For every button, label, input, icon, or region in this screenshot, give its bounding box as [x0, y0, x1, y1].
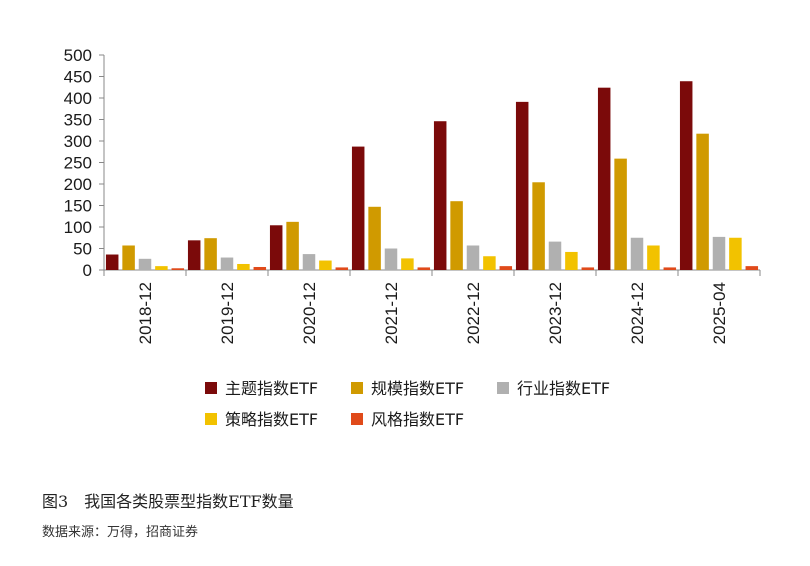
legend-item: 规模指数ETF [351, 379, 464, 398]
legend-label: 风格指数ETF [371, 410, 464, 429]
bar-2019-12-规模指数ETF [204, 238, 217, 270]
legend-label: 策略指数ETF [225, 410, 318, 429]
y-tick-label: 300 [64, 132, 92, 151]
x-tick-label: 2019-12 [218, 282, 237, 344]
legend-swatch [205, 413, 217, 425]
x-axis: 2018-12 2019-12 2020-12 2021-12 2022-12 2023-… [103, 269, 761, 344]
bar-2025-04-风格指数ETF [745, 266, 759, 270]
bar-2025-04-规模指数ETF [696, 133, 709, 270]
y-tick-label: 100 [64, 218, 92, 237]
bar-2024-12-规模指数ETF [614, 158, 627, 270]
legend: 主题指数ETF 规模指数ETF 行业指数ETF 策略指数ETF 风格指数ETF [205, 379, 610, 429]
figure-caption: 图3 我国各类股票型指数ETF数量 [42, 492, 294, 511]
bar-2019-12-主题指数ETF [187, 240, 201, 270]
bar-2021-12-风格指数ETF [417, 267, 431, 270]
bar-2025-04-主题指数ETF [679, 81, 693, 270]
bar-2019-12-行业指数ETF [220, 257, 234, 270]
bar-2021-12-行业指数ETF [384, 248, 398, 270]
bar-2022-12-主题指数ETF [433, 121, 447, 270]
legend-label: 规模指数ETF [371, 379, 464, 398]
bar-2020-12-规模指数ETF [286, 221, 299, 270]
legend-swatch [497, 382, 509, 394]
x-tick-label: 2020-12 [300, 282, 319, 344]
bar-2020-12-策略指数ETF [319, 260, 332, 270]
y-tick-label: 500 [64, 46, 92, 65]
bar-2024-12-行业指数ETF [630, 237, 644, 270]
bar-2023-12-行业指数ETF [548, 241, 562, 270]
bar-2021-12-规模指数ETF [368, 206, 381, 270]
bar-2022-12-规模指数ETF [450, 201, 463, 270]
bar-2020-12-风格指数ETF [335, 267, 349, 270]
bar-2019-12-策略指数ETF [237, 263, 250, 270]
x-tick-label: 2022-12 [464, 282, 483, 344]
bar-2023-12-主题指数ETF [515, 101, 529, 271]
bar-2018-12-风格指数ETF [171, 268, 185, 270]
bar-2023-12-策略指数ETF [565, 251, 578, 270]
y-tick-label: 350 [64, 111, 92, 130]
legend-swatch [351, 413, 363, 425]
x-tick-label: 2025-04 [710, 282, 729, 344]
bar-2025-04-行业指数ETF [712, 236, 726, 270]
bar-2020-12-行业指数ETF [302, 254, 316, 270]
x-tick-label: 2018-12 [136, 282, 155, 344]
bar-2018-12-行业指数ETF [138, 258, 152, 270]
bar-2018-12-规模指数ETF [122, 245, 135, 270]
y-tick-label: 400 [64, 89, 92, 108]
legend-item: 主题指数ETF [205, 379, 318, 398]
data-source: 数据来源：万得，招商证券 [42, 525, 199, 540]
x-tick-label: 2023-12 [546, 282, 565, 344]
legend-label: 行业指数ETF [517, 379, 610, 398]
bar-2018-12-主题指数ETF [105, 254, 119, 270]
legend-item: 策略指数ETF [205, 410, 318, 429]
bar-2024-12-主题指数ETF [597, 87, 611, 271]
bar-2025-04-策略指数ETF [729, 237, 742, 270]
legend-swatch [351, 382, 363, 394]
legend-item: 行业指数ETF [497, 379, 610, 398]
x-tick-label: 2021-12 [382, 282, 401, 344]
legend-item: 风格指数ETF [351, 410, 464, 429]
y-tick-label: 200 [64, 175, 92, 194]
bar-2024-12-策略指数ETF [647, 245, 660, 270]
y-tick-label: 0 [83, 261, 92, 280]
y-axis: 0 50 100 150 200 250 300 350 400 450 500 [64, 46, 105, 280]
bars [105, 81, 759, 271]
bar-2024-12-风格指数ETF [663, 267, 677, 270]
bar-2020-12-主题指数ETF [269, 225, 283, 270]
bar-2021-12-主题指数ETF [351, 146, 365, 270]
y-tick-label: 450 [64, 68, 92, 87]
bar-2022-12-行业指数ETF [466, 245, 480, 270]
y-tick-label: 50 [73, 240, 92, 259]
bar-2019-12-风格指数ETF [253, 266, 267, 270]
legend-swatch [205, 382, 217, 394]
x-tick-label: 2024-12 [628, 282, 647, 344]
bar-2018-12-策略指数ETF [155, 266, 168, 270]
bar-2022-12-风格指数ETF [499, 266, 513, 270]
y-tick-label: 250 [64, 154, 92, 173]
bar-2021-12-策略指数ETF [401, 258, 414, 270]
bar-2023-12-风格指数ETF [581, 267, 595, 270]
bar-2023-12-规模指数ETF [532, 182, 545, 270]
legend-label: 主题指数ETF [225, 379, 318, 398]
bar-2022-12-策略指数ETF [483, 256, 496, 270]
y-tick-label: 150 [64, 197, 92, 216]
